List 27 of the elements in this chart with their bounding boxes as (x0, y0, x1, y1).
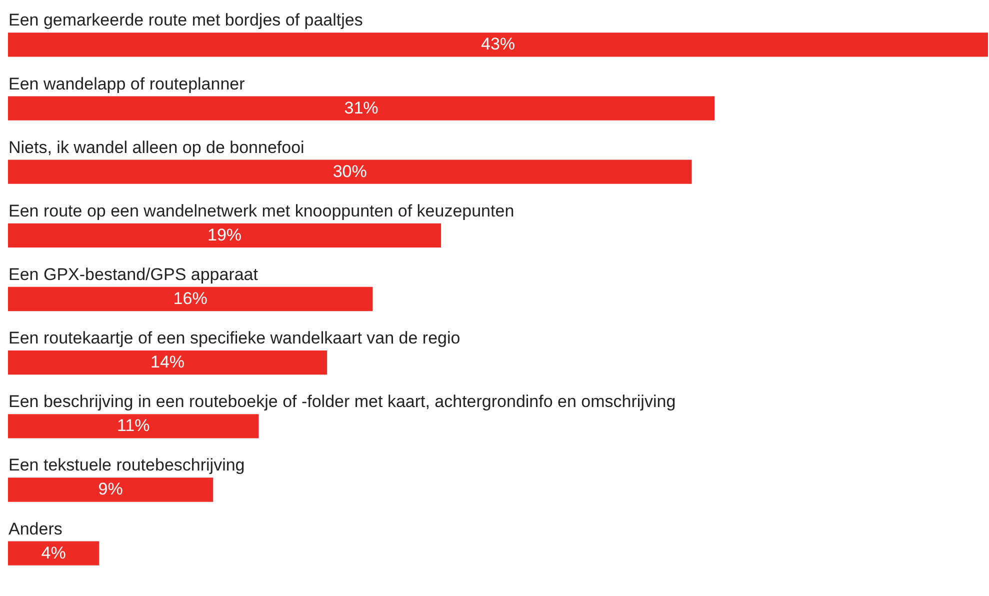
y-tick-label: Een tekstuele routebeschrijving (8, 456, 245, 475)
data-label: 14% (150, 352, 185, 372)
data-label: 31% (344, 98, 378, 118)
data-label: 19% (207, 225, 242, 244)
y-tick-label: Een beschrijving in een routeboekje of -folder met kaart, achtergrondinfo en omschrijving (8, 392, 676, 412)
data-label: 9% (98, 480, 123, 499)
bar (8, 350, 328, 375)
data-label: 16% (173, 289, 208, 308)
bar (8, 414, 259, 438)
y-tick-label: Niets, ik wandel alleen op de bonnefooi (8, 138, 304, 157)
bar (8, 541, 100, 566)
bar (8, 96, 715, 120)
bar (8, 160, 692, 184)
data-label: 30% (332, 162, 367, 181)
y-tick-label: Een route op een wandelnetwerk met knooppunten of keuzepunten (8, 201, 514, 220)
y-tick-label: Een wandelapp of routeplanner (8, 74, 246, 94)
bar (8, 223, 442, 248)
y-tick-label: Een gemarkeerde route met bordjes of paaltjes (8, 10, 363, 30)
data-label: 43% (480, 34, 516, 54)
y-tick-label: Anders (8, 519, 62, 538)
y-tick-label: Een routekaartje of een specifieke wandelkaart van de regio (8, 328, 460, 348)
data-label: 4% (41, 543, 66, 562)
y-tick-label: Een GPX-bestand/GPS apparaat (8, 265, 258, 284)
bar (8, 32, 988, 57)
bar (8, 286, 373, 312)
bar (8, 478, 214, 502)
data-label: 11% (116, 416, 150, 436)
